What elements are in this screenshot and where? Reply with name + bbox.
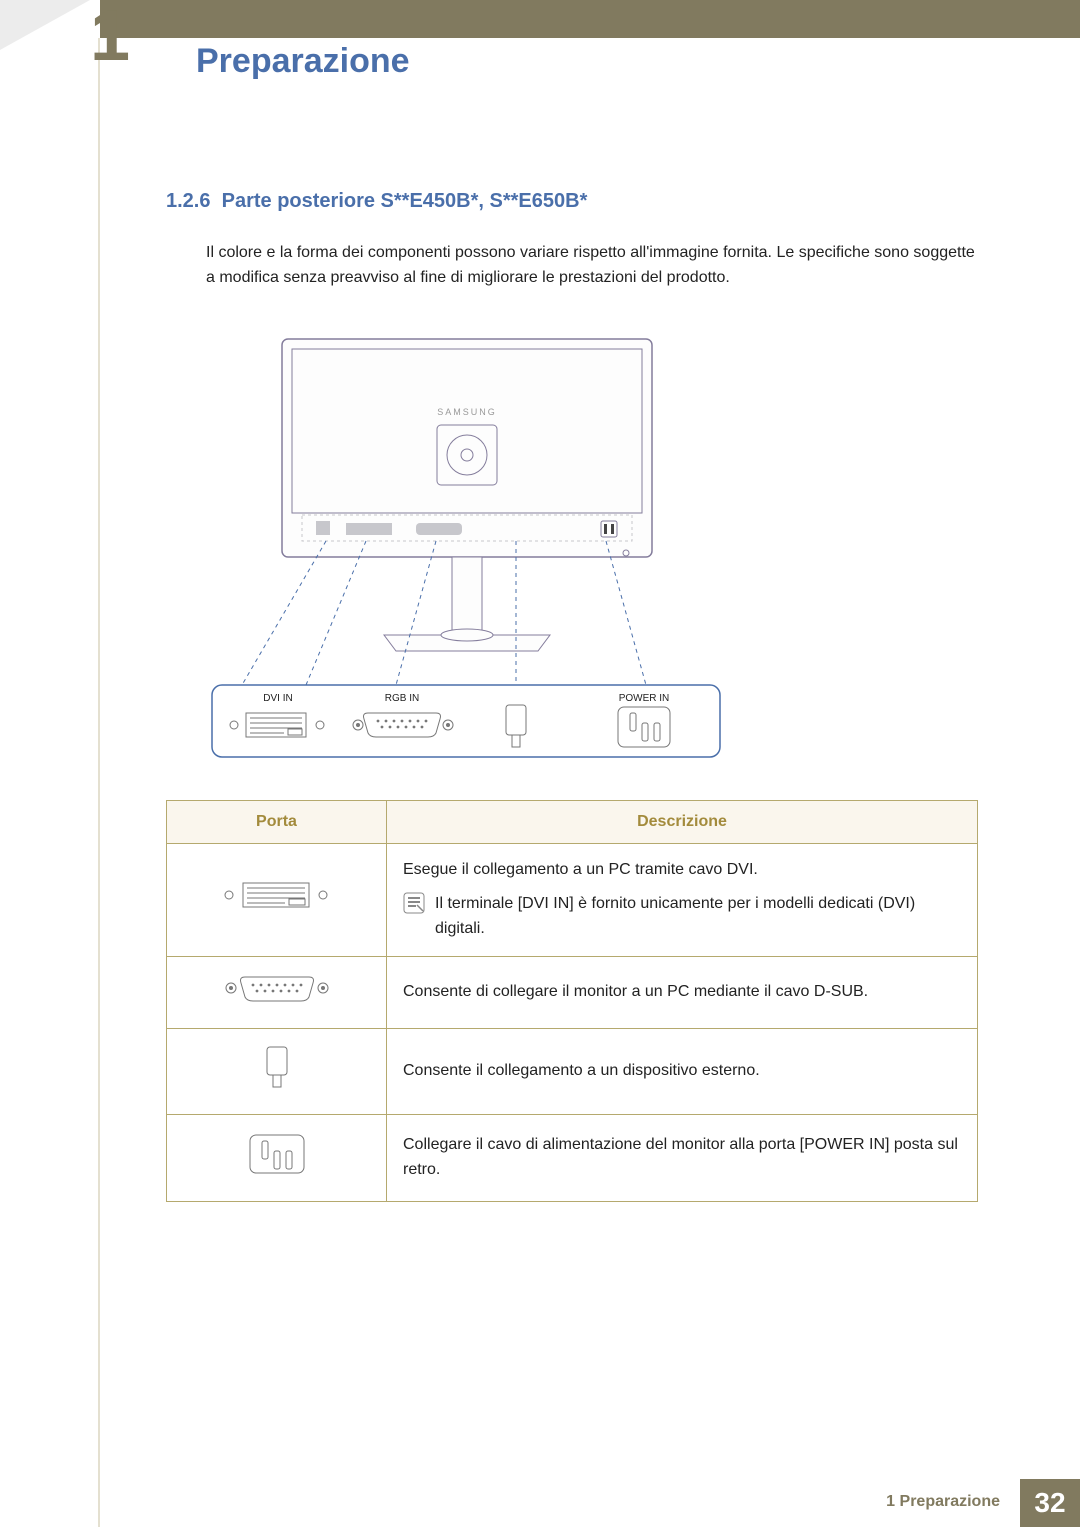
section-heading: 1.2.6 Parte posteriore S**E450B*, S**E65… — [166, 190, 978, 213]
brand-label: SAMSUNG — [437, 407, 497, 417]
port-desc-dvi: Esegue il collegamento a un PC tramite c… — [387, 843, 978, 956]
section-title: Parte posteriore S**E450B*, S**E650B* — [222, 190, 588, 212]
table-header-porta: Porta — [167, 800, 387, 843]
port-icon-vga — [167, 956, 387, 1028]
table-row: Consente di collegare il monitor a un PC… — [167, 956, 978, 1028]
intro-text: Il colore e la forma dei componenti poss… — [206, 241, 978, 291]
port-desc-lock: Consente il collegamento a un dispositiv… — [387, 1028, 978, 1114]
ports-table: Porta Descrizione — [166, 800, 978, 1203]
chapter-number: 1 — [90, 0, 130, 72]
desc-text: Esegue il collegamento a un PC tramite c… — [403, 858, 961, 883]
table-row: Collegare il cavo di alimentazione del m… — [167, 1114, 978, 1202]
table-header-descrizione: Descrizione — [387, 800, 978, 843]
top-bar — [0, 0, 1080, 38]
svg-text:RGB IN: RGB IN — [385, 693, 419, 704]
footer-page-number: 32 — [1020, 1479, 1080, 1527]
port-icon-dvi — [167, 843, 387, 956]
left-divider — [98, 38, 100, 1527]
footer: 1 Preparazione 32 — [866, 1479, 1080, 1527]
port-desc-vga: Consente di collegare il monitor a un PC… — [387, 956, 978, 1028]
table-row: Consente il collegamento a un dispositiv… — [167, 1028, 978, 1114]
note-icon — [403, 892, 425, 914]
footer-section-label: 1 Preparazione — [866, 1479, 1020, 1527]
left-gutter — [0, 0, 100, 1527]
port-icon-lock — [167, 1028, 387, 1114]
table-row: Esegue il collegamento a un PC tramite c… — [167, 843, 978, 956]
svg-text:DVI IN: DVI IN — [263, 693, 292, 704]
note-text: Il terminale [DVI IN] è fornito unicamen… — [435, 892, 961, 942]
svg-text:POWER IN: POWER IN — [619, 693, 670, 704]
port-icon-power — [167, 1114, 387, 1202]
port-desc-power: Collegare il cavo di alimentazione del m… — [387, 1114, 978, 1202]
page-title: Preparazione — [196, 42, 410, 81]
rear-view-diagram: SAMSUNG DVI — [206, 335, 978, 770]
content-area: 1.2.6 Parte posteriore S**E450B*, S**E65… — [166, 190, 978, 1202]
section-number: 1.2.6 — [166, 190, 210, 212]
corner-decoration — [0, 0, 90, 50]
